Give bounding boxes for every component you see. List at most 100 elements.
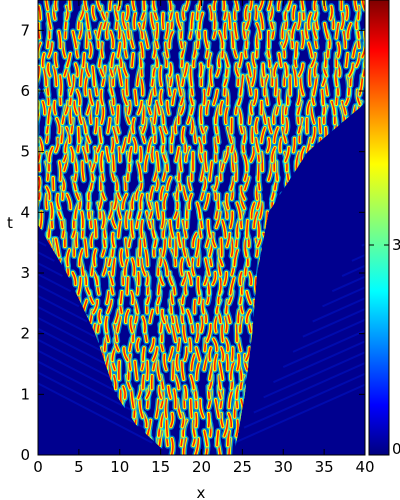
stripe-core xyxy=(159,89,163,106)
stripe-core xyxy=(203,89,206,106)
stripe-core xyxy=(160,186,164,200)
stripe-core xyxy=(55,137,60,153)
stripe-core xyxy=(45,186,51,200)
stripe-edge xyxy=(38,398,39,419)
stripe-halo xyxy=(38,383,40,402)
stripe-core xyxy=(212,338,218,352)
stripe-core xyxy=(214,316,218,333)
stripe-core xyxy=(279,137,283,153)
stripe-halo xyxy=(38,297,40,317)
stripe-core xyxy=(214,399,220,418)
stripe-edge xyxy=(363,384,365,400)
stripe-core xyxy=(250,146,255,162)
weak-band xyxy=(38,360,137,414)
stripe-core xyxy=(364,258,365,276)
stripe-edge xyxy=(34,317,35,332)
stripe-core xyxy=(218,276,222,295)
stripe-halo xyxy=(38,124,41,146)
stripe-core xyxy=(156,151,160,172)
stripe-core xyxy=(139,146,142,162)
stripe-core xyxy=(364,211,365,229)
weak-band xyxy=(331,275,365,293)
stripe-core xyxy=(155,399,160,418)
stripe-core xyxy=(246,290,252,305)
stripe-core xyxy=(149,309,154,324)
stripe-core xyxy=(47,105,52,124)
stripe-core xyxy=(229,211,234,229)
y-tick-label: 3 xyxy=(20,264,30,282)
stripe-core xyxy=(223,22,227,39)
stripe-core xyxy=(194,437,200,455)
stripe-core xyxy=(71,271,77,286)
stripe-core xyxy=(136,338,140,352)
stripe-core xyxy=(260,126,266,143)
stripe-edge xyxy=(34,13,35,28)
stripe-core xyxy=(200,316,204,333)
weak-band xyxy=(38,327,113,368)
stripe-core xyxy=(100,105,105,124)
weak-band xyxy=(361,243,365,247)
stripe-core xyxy=(156,100,161,115)
stripe-core xyxy=(204,151,208,172)
stripe-core xyxy=(121,193,128,210)
stripe-core xyxy=(216,430,220,447)
stripe-core xyxy=(205,100,210,115)
stripe-core xyxy=(98,309,102,324)
stripe-core xyxy=(203,430,208,447)
x-tick-label: 10 xyxy=(110,458,129,476)
stripe-core xyxy=(161,309,166,324)
stripe-edge xyxy=(38,298,39,315)
stripe-halo xyxy=(38,50,40,70)
stripe-core xyxy=(127,100,131,115)
stripe-core xyxy=(34,300,36,312)
stripe-core xyxy=(139,238,142,257)
stripe-core xyxy=(345,5,349,20)
stripe-core xyxy=(196,202,201,219)
stripe-core xyxy=(170,437,174,455)
stripe-core xyxy=(105,316,108,333)
stripe-edge xyxy=(364,64,365,88)
stripe-core xyxy=(262,63,265,77)
weak-band xyxy=(38,371,145,429)
stripe-core xyxy=(122,385,126,399)
stripe-core xyxy=(284,146,290,162)
stripe-edge xyxy=(38,322,39,344)
stripe-core xyxy=(42,100,46,115)
stripe-core xyxy=(162,238,166,257)
stripe-halo xyxy=(38,274,40,298)
stripe-core xyxy=(204,193,210,210)
stripe-core xyxy=(70,146,74,162)
stripe-core xyxy=(166,176,172,191)
stripe-core xyxy=(331,100,336,115)
stripe-core xyxy=(128,146,133,162)
stripe-core xyxy=(119,290,123,305)
stripe-core xyxy=(170,412,174,428)
stripe-core xyxy=(124,309,130,324)
y-tick-label: 1 xyxy=(20,385,30,403)
stripe-core xyxy=(184,385,188,399)
x-tick-label: 0 xyxy=(33,458,43,476)
weak-band xyxy=(322,286,365,308)
stripe-core xyxy=(182,238,187,257)
y-tick-label: 5 xyxy=(20,143,30,161)
stripe-core xyxy=(167,385,172,399)
stripe-core xyxy=(300,146,305,162)
stripe-halo xyxy=(38,199,40,222)
stripe-core xyxy=(117,219,122,238)
y-tick-label: 2 xyxy=(20,325,30,343)
x-tick-label: 40 xyxy=(355,458,374,476)
stripe-core xyxy=(139,193,143,210)
stripe-core xyxy=(229,276,235,295)
stripe-core xyxy=(367,67,368,86)
stripe-edge xyxy=(363,210,365,230)
stripe-core xyxy=(223,271,228,286)
stripe-core xyxy=(107,117,111,134)
stripe-edge xyxy=(38,384,39,400)
stripe-core xyxy=(306,100,311,115)
stripe-core xyxy=(195,347,201,361)
stripe-halo xyxy=(38,351,41,373)
stripe-core xyxy=(76,89,81,106)
stripe-core xyxy=(140,219,143,238)
stripe-core xyxy=(168,347,174,361)
stripe-halo xyxy=(34,13,35,28)
